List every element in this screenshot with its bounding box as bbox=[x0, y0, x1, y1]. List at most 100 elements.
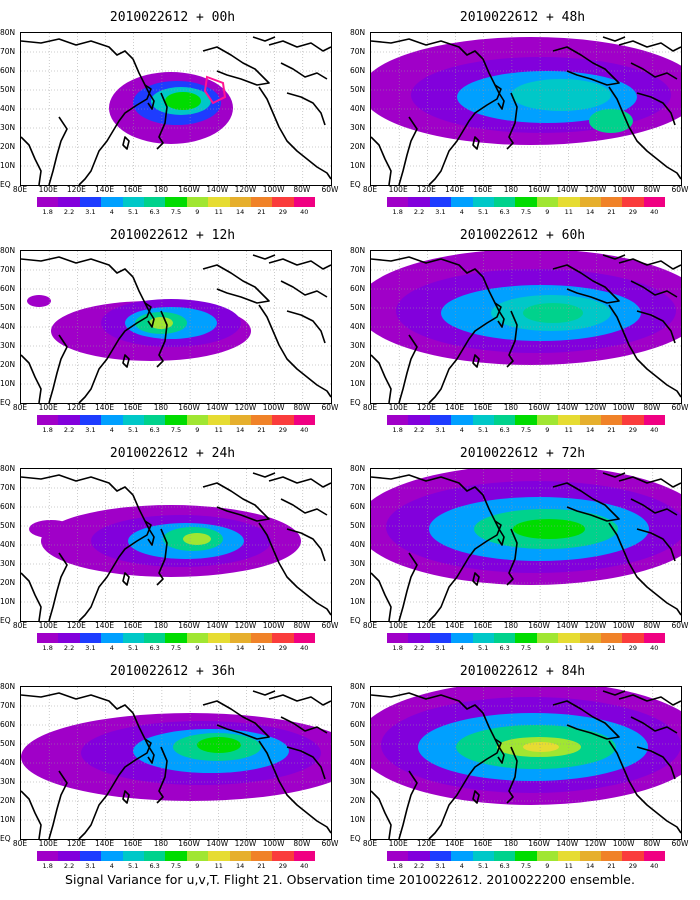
latitude-label: 10N bbox=[350, 379, 366, 388]
longitude-label: 100E bbox=[38, 621, 58, 630]
longitude-label: 80W bbox=[293, 185, 311, 194]
colorbar-swatch bbox=[558, 415, 580, 425]
panel-title: 2010022612 + 12h bbox=[109, 228, 236, 243]
colorbar-swatch bbox=[229, 415, 251, 425]
map-panel: 2010022612 + 72h 80N 70N 60N 50N 40N 30N 20N 10N… bbox=[350, 436, 695, 653]
map-svg bbox=[371, 687, 681, 839]
longitude-label: 80W bbox=[293, 839, 311, 848]
latitude-label: 50N bbox=[0, 739, 16, 748]
colorbar-swatch bbox=[58, 851, 80, 861]
longitude-label: 100E bbox=[38, 403, 58, 412]
variance-contour bbox=[511, 79, 611, 111]
longitude-label: 140E bbox=[445, 403, 465, 412]
map-area bbox=[20, 32, 332, 186]
latitude-label: 70N bbox=[350, 483, 366, 492]
coastline bbox=[371, 472, 681, 621]
colorbar-label: 11 bbox=[214, 644, 223, 652]
longitude-label: 140E bbox=[445, 185, 465, 194]
colorbar-swatch bbox=[186, 197, 209, 207]
longitude-label: 160W bbox=[178, 185, 200, 194]
map-svg bbox=[371, 469, 681, 621]
latitude-label: 40N bbox=[0, 540, 16, 549]
colorbar-label: 7.5 bbox=[520, 426, 532, 434]
colorbar-label: 14 bbox=[586, 208, 595, 216]
colorbar-label: 3.1 bbox=[435, 862, 446, 870]
longitude-label: 60W bbox=[321, 185, 339, 194]
latitude-label: 10N bbox=[0, 597, 16, 606]
latitude-label: 40N bbox=[350, 104, 366, 113]
colorbar-swatch bbox=[293, 851, 316, 861]
colorbar-label: 1.8 bbox=[392, 644, 403, 652]
colorbar-label: 4 bbox=[459, 208, 464, 216]
colorbar-label: 7.5 bbox=[170, 426, 182, 434]
latitude-label: 20N bbox=[0, 142, 16, 151]
colorbar-swatch bbox=[493, 415, 516, 425]
longitude-label: 160E bbox=[123, 185, 143, 194]
latitude-label: 80N bbox=[0, 682, 16, 691]
colorbar-label: 6.3 bbox=[499, 644, 510, 652]
latitude-label: 70N bbox=[350, 701, 366, 710]
map-svg bbox=[21, 251, 331, 403]
latitude-label: 40N bbox=[350, 322, 366, 331]
longitude-label: 140W bbox=[556, 839, 579, 848]
latitude-label: 20N bbox=[350, 360, 366, 369]
map-svg bbox=[21, 469, 331, 621]
colorbar-swatch bbox=[451, 851, 473, 861]
colorbar-swatch bbox=[579, 197, 601, 207]
colorbar-swatch bbox=[165, 415, 187, 425]
colorbar-label: 6.3 bbox=[149, 208, 160, 216]
longitude-label: 80W bbox=[643, 185, 661, 194]
colorbar-swatch bbox=[79, 633, 102, 643]
colorbar-label: 3.1 bbox=[85, 862, 96, 870]
colorbar-swatch bbox=[272, 633, 294, 643]
longitude-label: 140W bbox=[206, 403, 229, 412]
latitude-label: 10N bbox=[0, 379, 16, 388]
panel-title: 2010022612 + 36h bbox=[109, 664, 236, 679]
colorbar-label: 9 bbox=[545, 208, 550, 216]
latitude-label: 50N bbox=[350, 303, 366, 312]
colorbar-swatch bbox=[79, 415, 102, 425]
longitude-label: 140E bbox=[95, 185, 115, 194]
colorbar bbox=[387, 415, 666, 425]
colorbar-swatch bbox=[536, 633, 559, 643]
colorbar-swatch bbox=[122, 197, 144, 207]
colorbar-swatch bbox=[186, 415, 209, 425]
latitude-label: 80N bbox=[350, 28, 366, 37]
longitude-label: 120W bbox=[584, 185, 607, 194]
latitude-label: 60N bbox=[0, 66, 16, 75]
colorbar-swatch bbox=[600, 633, 623, 643]
latitude-label: 20N bbox=[350, 796, 366, 805]
latitude-label: 10N bbox=[0, 161, 16, 170]
longitude-label: 100E bbox=[388, 839, 408, 848]
colorbar-swatch bbox=[122, 633, 144, 643]
colorbar-swatch bbox=[37, 415, 59, 425]
latitude-label: 10N bbox=[350, 161, 366, 170]
colorbar-label: 7.5 bbox=[520, 862, 532, 870]
colorbar-label: 4 bbox=[109, 426, 114, 434]
colorbar-label: 5.1 bbox=[128, 208, 139, 216]
colorbar-label: 3.1 bbox=[435, 426, 446, 434]
colorbar bbox=[37, 633, 316, 643]
longitude-label: 160E bbox=[473, 185, 493, 194]
coastline bbox=[371, 254, 681, 403]
colorbar-swatch bbox=[143, 633, 166, 643]
longitude-label: 160E bbox=[473, 839, 493, 848]
map-area bbox=[370, 32, 682, 186]
colorbar-swatch bbox=[293, 415, 316, 425]
latitude-label: 20N bbox=[0, 796, 16, 805]
colorbar-swatch bbox=[37, 633, 59, 643]
latitude-label: 70N bbox=[0, 265, 16, 274]
colorbar-label: 7.5 bbox=[170, 862, 182, 870]
longitude-label: 120W bbox=[584, 839, 607, 848]
latitude-label: 60N bbox=[0, 284, 16, 293]
colorbar-swatch bbox=[58, 197, 80, 207]
map-svg bbox=[371, 251, 681, 403]
latitude-label: 20N bbox=[350, 142, 366, 151]
colorbar-swatch bbox=[493, 197, 516, 207]
map-area bbox=[20, 250, 332, 404]
panel-title: 2010022612 + 24h bbox=[109, 446, 236, 461]
colorbar-swatch bbox=[250, 851, 273, 861]
panel-title: 2010022612 + 60h bbox=[459, 228, 586, 243]
colorbar-labels: 1.8 2.2 3.1 4 5.1 6.3 7.5 9 11 14 21 29 40 bbox=[387, 645, 665, 653]
latitude-label: 60N bbox=[0, 502, 16, 511]
